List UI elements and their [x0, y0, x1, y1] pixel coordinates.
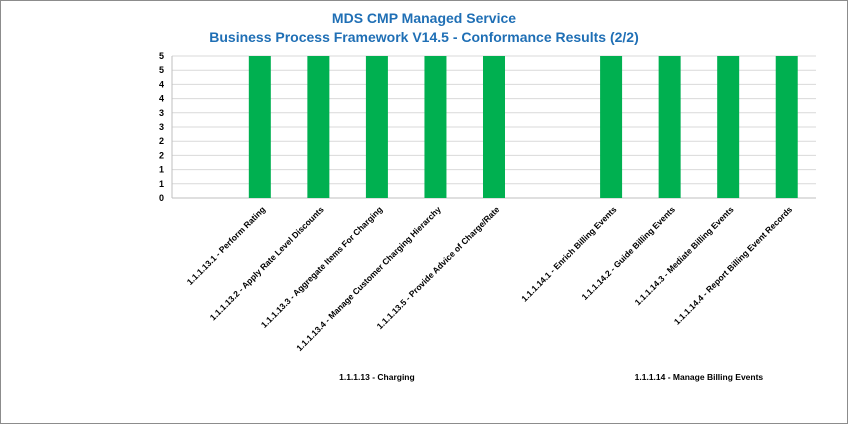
y-tick-label: 1 [159, 179, 164, 189]
y-tick-label: 1 [159, 165, 164, 175]
y-tick-label: 3 [159, 122, 164, 132]
group-label: 1.1.1.14 - Manage Billing Events [635, 372, 764, 382]
x-tick-label: 1.1.1.13.3 - Aggregate Items For Chargin… [259, 204, 384, 329]
x-tick-label: 1.1.1.13.5 - Provide Advice of Charge/Ra… [375, 204, 502, 331]
group-label: 1.1.1.13 - Charging [339, 372, 415, 382]
y-tick-label: 2 [159, 150, 164, 160]
bar [717, 56, 740, 198]
y-tick-label: 4 [159, 94, 164, 104]
bar [248, 56, 271, 198]
bar [483, 56, 505, 198]
chart-title: MDS CMP Managed Service [331, 10, 517, 26]
chart-subtitle: Business Process Framework V14.5 - Confo… [209, 29, 639, 45]
x-tick-label: 1.1.1.14.3 - Mediate Billing Events [633, 204, 736, 307]
x-tick-label: 1.1.1.14.2 - Guide Billing Events [579, 204, 677, 302]
x-tick-label: 1.1.1.13.2 - Apply Rate Level Discounts [208, 204, 326, 322]
bars [248, 56, 798, 198]
bar [365, 56, 388, 198]
bar [600, 56, 623, 198]
bar [307, 56, 330, 198]
y-tick-label: 5 [159, 51, 164, 61]
y-tick-label: 2 [159, 136, 164, 146]
y-tick-label: 0 [159, 193, 164, 203]
x-tick-label: 1.1.1.14.4 - Report Billing Event Record… [672, 204, 794, 326]
group-labels: 1.1.1.13 - Charging 1.1.1.14 - Manage Bil… [339, 372, 763, 382]
y-tick-label: 4 [159, 79, 164, 89]
bar [658, 56, 681, 198]
x-tick-label: 1.1.1.14.1 - Enrich Billing Events [519, 204, 618, 303]
bar [424, 56, 447, 198]
y-tick-label: 3 [159, 108, 164, 118]
bar [775, 56, 798, 198]
y-tick-label: 5 [159, 65, 164, 75]
